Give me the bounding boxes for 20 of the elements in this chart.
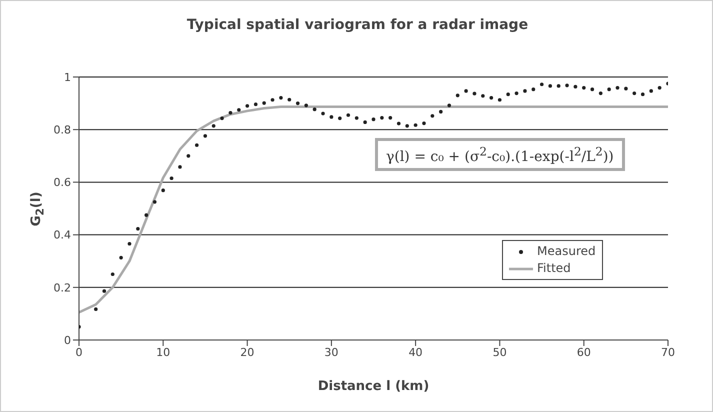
- x-tick-label: 0: [76, 346, 82, 359]
- y-tick-label: 1: [64, 70, 71, 84]
- y-tick-label: 0.8: [54, 124, 71, 137]
- x-tick-label: 60: [576, 346, 591, 359]
- y-tick-label: 0.4: [54, 228, 71, 242]
- x-tick-label: 30: [324, 346, 338, 359]
- x-axis-title: Distance l (km): [318, 379, 430, 394]
- x-tick-label: 50: [492, 346, 507, 359]
- x-tick-label: 20: [240, 346, 254, 359]
- line-series: [79, 105, 668, 314]
- x-tick-label: 10: [156, 346, 170, 359]
- legend-label: Fitted: [537, 260, 571, 278]
- x-tick-label: 70: [661, 346, 675, 359]
- annotation: γ(l) = c₀ + (σ$^{2}$-c₀).(1-exp(-l$^{2}$/L$^{2}$)): [386, 144, 614, 165]
- legend-label: Measured: [537, 243, 596, 260]
- x-tick-label: 40: [408, 346, 423, 359]
- chart-title: Typical spatial variogram for a radar image: [186, 17, 528, 33]
- y-tick-label: 0.2: [54, 281, 71, 294]
- y-tick-label: 0: [64, 334, 71, 347]
- y-tick-label: 0.6: [54, 176, 71, 190]
